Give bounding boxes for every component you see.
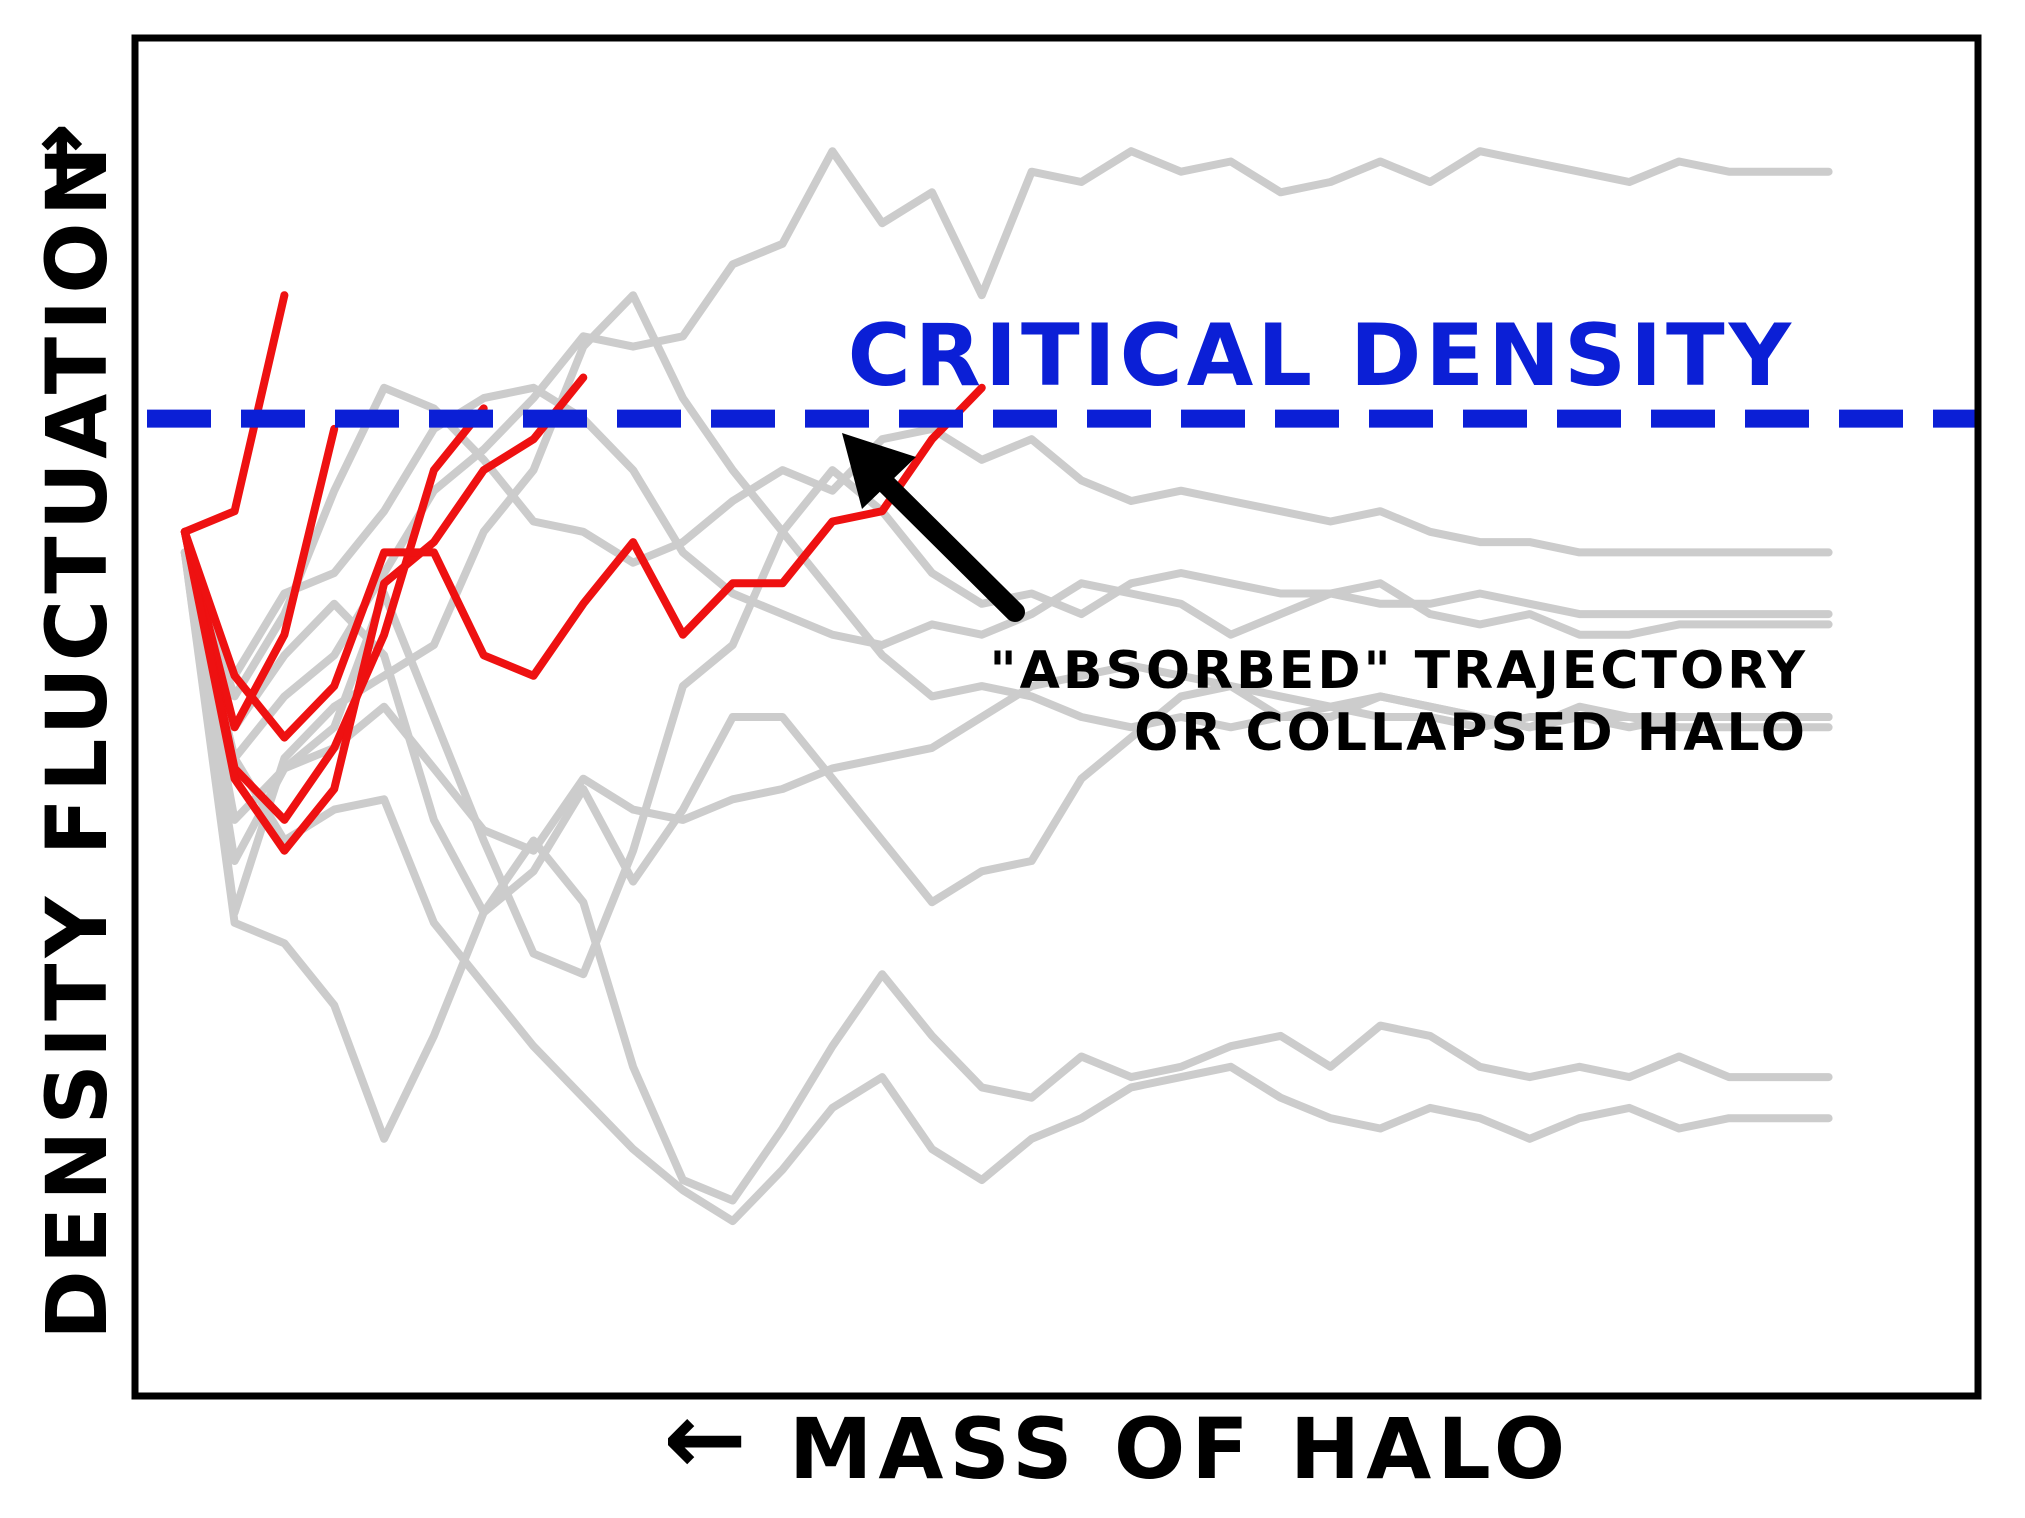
annotation-line-1: "ABSORBED" TRAJECTORY xyxy=(990,641,1809,701)
absorbed-2-line xyxy=(180,424,339,732)
free-6-line xyxy=(180,548,1833,917)
critical-density-label: CRITICAL DENSITY xyxy=(848,306,1795,406)
absorbed-4-line xyxy=(180,373,588,855)
absorbed-trajectories xyxy=(180,291,986,855)
free-1-line xyxy=(180,147,1833,763)
y-axis-label: DENSITY FLUCTUATION xyxy=(28,140,126,1340)
x-axis-arrow-icon: ← xyxy=(663,1380,747,1497)
annotation-arrow-icon xyxy=(870,468,1025,622)
plot-frame xyxy=(131,34,1982,1400)
free-4-line xyxy=(180,548,1833,1226)
x-axis-label: MASS OF HALO xyxy=(789,1400,1571,1498)
free-2-line xyxy=(180,383,1833,680)
absorbed-1-line xyxy=(180,291,289,536)
annotation-line-2: OR COLLAPSED HALO xyxy=(1134,703,1808,763)
y-axis-arrow-icon: → xyxy=(7,122,112,197)
absorbed-5-line xyxy=(180,383,986,742)
free-3-line xyxy=(180,548,1833,1205)
free-9-line xyxy=(180,548,1833,855)
annotation-arrowhead-icon xyxy=(842,433,916,509)
